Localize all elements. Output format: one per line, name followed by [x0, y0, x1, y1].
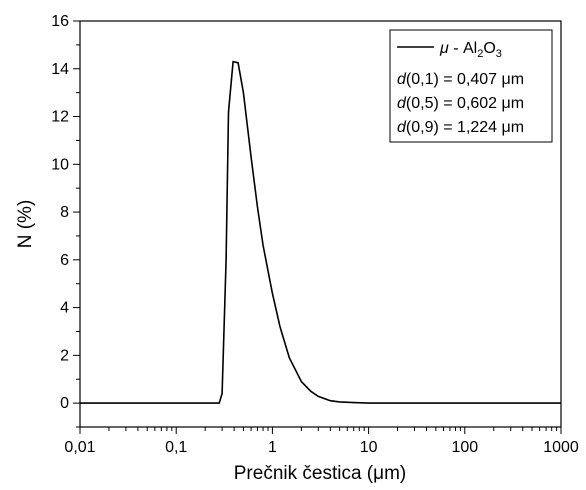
x-axis-title: Prečnik čestica (μm) — [234, 463, 406, 484]
x-tick-label: 0,01 — [64, 439, 95, 456]
legend-stat-d05: d(0,5) = 0,602 μm — [397, 95, 524, 112]
x-tick-label: 10 — [360, 439, 378, 456]
legend-stat-d09: d(0,9) = 1,224 μm — [397, 119, 524, 136]
plot-frame — [79, 20, 562, 428]
y-tick-label: 10 — [51, 156, 69, 173]
legend-box — [389, 29, 553, 143]
x-tick-label: 0,1 — [165, 439, 187, 456]
legend-stat-d01: d(0,1) = 0,407 μm — [397, 71, 524, 88]
x-axis: 0,01 0,1 1 10 100 1000 — [64, 427, 579, 456]
y-tick-label: 6 — [60, 252, 69, 269]
y-axis: 0 2 4 6 8 10 12 14 16 — [51, 13, 80, 428]
x-tick-label: 1000 — [543, 439, 579, 456]
y-tick-label: 8 — [60, 204, 69, 221]
y-axis-title: N (%) — [15, 200, 36, 249]
series-line — [80, 60, 561, 404]
y-tick-label: 0 — [60, 395, 69, 412]
y-tick-label: 2 — [60, 347, 69, 364]
legend-series-label: μ - Al2O3 — [439, 40, 502, 60]
y-tick-label: 4 — [60, 300, 69, 317]
y-tick-label: 16 — [51, 13, 69, 30]
x-tick-label: 1 — [268, 439, 277, 456]
legend: μ - Al2O3 d(0,1) = 0,407 μm d(0,5) = 0,6… — [389, 29, 553, 143]
y-tick-label: 14 — [51, 61, 69, 78]
x-tick-label: 100 — [451, 439, 478, 456]
y-tick-label: 12 — [51, 109, 69, 126]
